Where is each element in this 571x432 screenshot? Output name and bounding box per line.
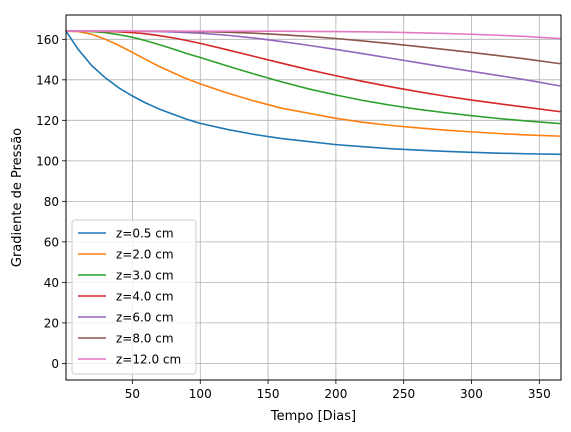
y-axis-ticks: 0 20 40 60 80 100 120 140 160 [36, 33, 66, 371]
series-line-3 [65, 30, 561, 125]
y-tick-label: 120 [36, 114, 59, 128]
y-tick-label: 80 [44, 195, 59, 209]
y-tick-label: 0 [51, 357, 59, 371]
x-tick-label: 350 [528, 387, 551, 401]
y-tick-label: 60 [44, 235, 59, 249]
legend-label: z=6.0 cm [116, 311, 174, 325]
x-axis-label: Tempo [Dias] [270, 409, 356, 424]
x-tick-label: 300 [460, 387, 483, 401]
legend-label: z=2.0 cm [116, 248, 174, 262]
x-tick-label: 200 [324, 387, 347, 401]
y-axis-label: Gradiente de Pressão [10, 128, 25, 267]
series-line-1 [65, 30, 561, 156]
x-tick-label: 50 [125, 387, 140, 401]
legend-label: z=8.0 cm [116, 332, 174, 346]
series-line-7 [65, 30, 561, 40]
legend-label: z=3.0 cm [116, 269, 174, 283]
x-tick-label: 250 [392, 387, 415, 401]
series-lines [65, 30, 561, 156]
series-line-2 [65, 30, 561, 137]
x-tick-label: 100 [189, 387, 212, 401]
legend: z=0.5 cm z=2.0 cm z=3.0 cm z=4.0 cm z=6.0 cm… [71, 219, 197, 375]
y-tick-label: 100 [36, 154, 59, 168]
legend-label: z=4.0 cm [116, 290, 174, 304]
x-tick-label: 150 [257, 387, 280, 401]
y-tick-label: 160 [36, 33, 59, 47]
legend-box [71, 219, 197, 375]
y-tick-label: 20 [44, 316, 59, 330]
legend-label: z=0.5 cm [116, 227, 174, 241]
y-tick-label: 40 [44, 276, 59, 290]
x-axis-ticks: 50 100 150 200 250 300 350 [125, 380, 551, 401]
y-tick-label: 140 [36, 73, 59, 87]
plot-frame [65, 14, 562, 381]
legend-label: z=12.0 cm [116, 353, 181, 367]
